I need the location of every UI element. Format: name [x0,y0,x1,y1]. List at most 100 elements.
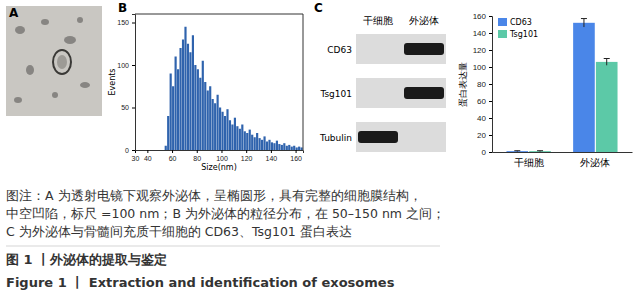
histogram-bar [229,120,231,150]
tick-label: 40 [477,114,486,123]
tem-particle [64,36,76,44]
histogram-bar [281,145,283,150]
histogram-bar [182,40,184,151]
tick: 80 [477,80,492,89]
histogram-bar [177,69,179,150]
histogram-bar [239,129,241,150]
histogram-bar [273,143,275,150]
tick-label: 80 [193,155,201,162]
bar [596,62,618,152]
histogram-bar [271,142,273,150]
tick: 150 [117,19,135,26]
tem-particle [41,19,49,25]
tem-exosome-core [57,55,67,69]
tick: 外泌体 [580,152,610,168]
tick-label: 140 [266,155,278,162]
histogram-bar [254,137,256,150]
bar-chart: 020406080100120140160干细胞外泌体蛋白表达量CD63Tsg1… [458,12,633,168]
error-bar [604,59,610,66]
histogram-bar [137,150,139,151]
histogram-bar [170,74,172,151]
histogram-bar [167,116,169,150]
histogram-bar [214,103,216,150]
blot-row-label: CD63 [327,45,352,55]
legend: CD63Tsg101 [498,18,538,39]
blot-band [404,43,444,55]
axis-frame [303,14,304,150]
tick-label: 160 [473,12,487,21]
figure-title-cn: 图 1 丨外泌体的提取与鉴定 [6,252,167,267]
axis-line [132,15,136,151]
tick-mark [132,23,135,24]
histogram-bar [256,133,258,150]
histogram-bar [244,131,246,150]
tick-label: 100 [117,62,129,69]
histogram-bar [175,57,177,151]
tick: 60 [169,150,177,162]
tick-mark [132,150,135,151]
legend-swatch [498,18,507,26]
histogram-bar [157,150,159,151]
tem-image [6,6,102,116]
histogram-bar [199,78,201,150]
tick-label: 外泌体 [580,157,610,168]
y-axis-title: 蛋白表达量 [458,62,468,107]
tick-label: 100 [473,63,487,72]
tem-particle [14,97,22,103]
blot-band [358,131,398,143]
histogram-bar [212,99,214,150]
panel-c: C干细胞外泌体CD63Tsg101Tubulin [314,1,446,152]
tick: 0 [125,147,135,154]
tick-mark [489,118,492,119]
histogram-bar [184,27,186,150]
tick-mark [221,150,222,153]
caption-line: 图注：A 为透射电镜下观察外泌体，呈椭圆形，具有完整的细胞膜结构， [6,188,422,203]
histogram-bar [224,116,226,150]
histogram-bar [286,146,288,150]
caption-line: C 为外泌体与骨髓间充质干细胞的 CD63、Tsg101 蛋白表达 [6,224,352,239]
blot-column-label: 干细胞 [363,15,393,26]
histogram-bar [219,108,221,151]
tick: 140 [473,29,492,38]
histogram-bar [241,125,243,151]
histogram-bar [179,48,181,150]
histogram-bar [288,145,290,150]
histogram-bar [192,35,194,150]
tem-particle [80,82,90,88]
bar [573,23,595,152]
histogram-bar [145,150,147,151]
histogram-bar [207,91,209,151]
blot-strip [356,78,446,108]
tick-mark [489,16,492,17]
histogram-bar [249,130,251,150]
tick-label: 0 [125,147,129,154]
tick-label: 40 [144,155,152,162]
histogram-bar [172,86,174,150]
tick: 60 [477,97,492,106]
histogram-bar [162,150,164,151]
histogram-bar [202,61,204,150]
histogram-bar [236,126,238,150]
histogram-bar [293,146,295,150]
error-bar-line [583,19,584,28]
tick: 20 [477,131,492,140]
tick-label: 100 [216,155,228,162]
blot-row-label: Tsg101 [319,89,352,99]
x-axis-title: Size(nm) [201,163,237,172]
tick-label: 80 [477,80,486,89]
histogram-bar [301,147,303,150]
histogram-bar [226,109,228,150]
tick: 80 [193,150,201,162]
x-axis: 干细胞外泌体 [493,152,633,168]
histogram-bar [221,112,223,150]
tick-mark [489,152,492,153]
tick: 40 [477,114,492,123]
tick-mark [489,84,492,85]
tick: 40 [144,150,152,162]
panel-label: B [118,1,127,15]
figure: AB30406080100120140160050100150Size(nm)E… [0,0,639,300]
histogram-bar [150,150,152,151]
error-bar-cap [537,150,543,151]
histogram-bar [261,140,263,150]
histogram-bar [276,141,278,150]
